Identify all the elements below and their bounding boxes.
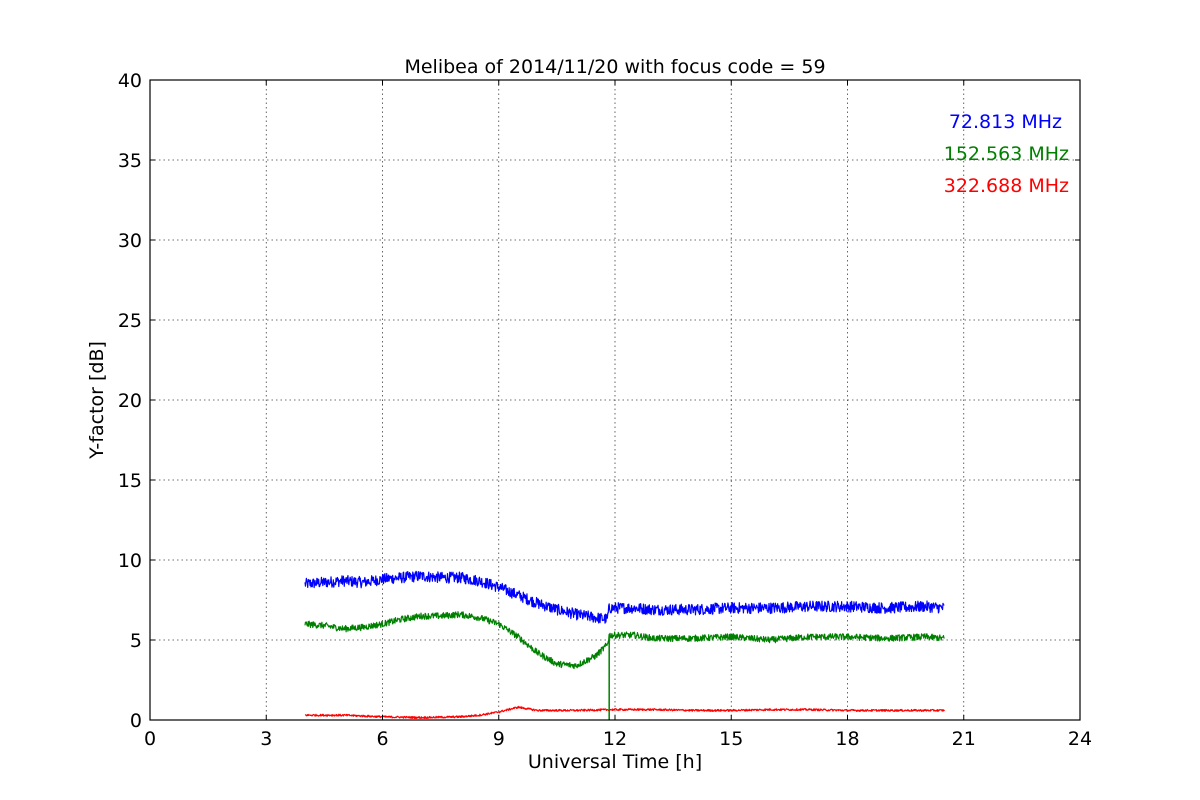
y-tick-label: 25 [118, 310, 142, 332]
x-tick-label: 18 [835, 728, 859, 750]
grid [150, 80, 1080, 720]
y-tick-label: 20 [118, 390, 142, 412]
legend: 72.813 MHz 152.563 MHz 322.688 MHz [944, 111, 1069, 197]
x-tick-label: 9 [493, 728, 505, 750]
legend-entry: 152.563 MHz [944, 143, 1069, 165]
series-layer [304, 570, 945, 720]
x-tick-label: 0 [144, 728, 156, 750]
x-tick-label: 3 [260, 728, 272, 750]
y-tick-label: 30 [118, 230, 142, 252]
y-tick-label: 5 [130, 630, 142, 652]
x-tick-label: 24 [1068, 728, 1092, 750]
x-tick-label: 21 [952, 728, 976, 750]
y-tick-label: 35 [118, 150, 142, 172]
ticks: 0 3 6 9 12 15 18 21 24 0 5 10 15 20 25 30 35 40 [118, 70, 1092, 750]
x-tick-label: 12 [603, 728, 627, 750]
y-tick-label: 15 [118, 470, 142, 492]
x-axis-label: Universal Time [h] [528, 751, 702, 773]
legend-entry: 322.688 MHz [944, 175, 1069, 197]
chart-title: Melibea of 2014/11/20 with focus code = … [404, 56, 825, 78]
x-tick-label: 15 [719, 728, 743, 750]
series-line [304, 705, 945, 720]
y-tick-label: 10 [118, 550, 142, 572]
series-line [304, 570, 945, 624]
legend-entry: 72.813 MHz [949, 111, 1062, 133]
series-line [304, 611, 945, 670]
y-axis-label: Y-factor [dB] [86, 341, 108, 460]
x-tick-label: 6 [376, 728, 388, 750]
y-tick-label: 40 [118, 70, 142, 92]
y-tick-label: 0 [130, 710, 142, 732]
